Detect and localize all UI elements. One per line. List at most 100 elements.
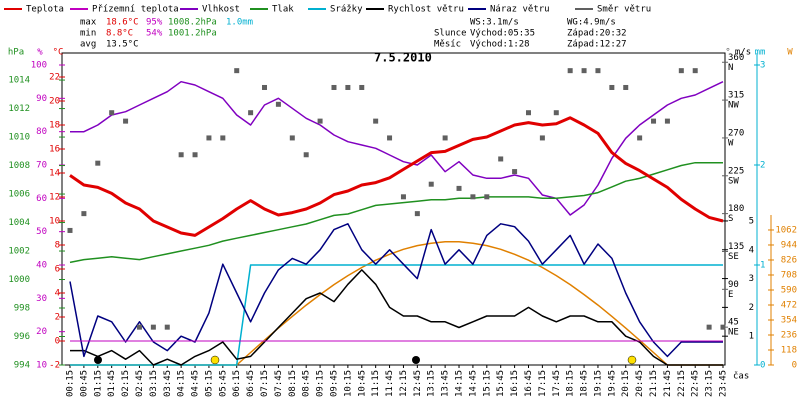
legend-label: Směr větru	[597, 5, 651, 15]
y-tick-label: NE	[728, 328, 739, 338]
direction-point	[595, 68, 601, 74]
direction-point	[67, 227, 73, 233]
y-tick-label: 180	[728, 204, 744, 214]
x-tick-label: 17:15	[538, 370, 548, 397]
y-tick-label: 8	[55, 241, 60, 251]
y-tick-label: 1062	[775, 225, 797, 235]
chart-title: 7.5.2010	[374, 51, 432, 65]
y-tick-label: 0	[792, 361, 797, 371]
x-tick-label: 14:45	[468, 370, 478, 397]
info: WS:3.1m/s	[470, 18, 519, 28]
y-tick-label: N	[728, 63, 733, 73]
info: Východ:1:28	[470, 40, 530, 50]
y-tick-label: 1	[760, 261, 765, 271]
x-tick-label: 19:45	[607, 370, 617, 397]
x-tick-label: 01:15	[93, 370, 103, 397]
y-tick-label: 18	[49, 121, 60, 131]
x-tick-label: 00:15	[66, 370, 76, 397]
direction-point	[539, 135, 545, 141]
y-tick-label: 1000	[8, 275, 30, 285]
y-tick-label: SW	[728, 176, 739, 186]
y-tick-label: 10	[49, 217, 60, 227]
y-tick-label: 994	[14, 361, 30, 371]
direction-point	[651, 118, 657, 124]
direction-point	[720, 324, 726, 330]
x-tick-label: 11:45	[385, 370, 395, 397]
sunset-marker	[627, 355, 637, 365]
x-tick-label: 05:45	[218, 370, 228, 397]
y-tick-label: 0	[55, 337, 60, 347]
direction-point	[275, 101, 281, 107]
direction-point	[581, 68, 587, 74]
y-tick-label: 10	[36, 361, 47, 371]
y-tick-label: 360	[728, 53, 744, 63]
y-tick-label: E	[728, 290, 733, 300]
stat: 1.0mm	[226, 18, 253, 28]
direction-point	[456, 185, 462, 191]
y-tick-label: 998	[14, 304, 30, 314]
info: Východ:05:35	[470, 29, 535, 39]
x-tick-label: 10:15	[343, 370, 353, 397]
y-tick-label: 5	[749, 216, 754, 226]
x-tick-label: 18:45	[580, 370, 590, 397]
stat-label: min	[80, 29, 96, 39]
y-tick-label: 6	[55, 265, 60, 275]
axis-unit: %	[37, 48, 43, 58]
direction-point	[206, 135, 212, 141]
x-tick-label: 22:15	[677, 370, 687, 397]
direction-point	[220, 135, 226, 141]
series-line	[69, 161, 723, 264]
direction-point	[470, 194, 476, 200]
legend-label: Srážky	[330, 5, 363, 15]
x-tick-label: 01:45	[107, 370, 117, 397]
moonset-marker	[412, 356, 420, 364]
y-tick-label: 80	[36, 127, 47, 137]
y-tick-label: 225	[728, 166, 744, 176]
legend-label: Tlak	[272, 5, 294, 15]
legend-label: Náraz větru	[490, 5, 550, 15]
y-tick-label: 1004	[8, 218, 30, 228]
x-tick-label: 13:15	[427, 370, 437, 397]
x-tick-label: 00:45	[79, 370, 89, 397]
y-tick-label: 100	[31, 61, 47, 71]
y-tick-label: 20	[49, 97, 60, 107]
y-tick-label: 354	[781, 315, 797, 325]
direction-point	[400, 194, 406, 200]
direction-point	[637, 135, 643, 141]
y-tick-label: 1014	[8, 76, 30, 86]
y-tick-label: 270	[728, 128, 744, 138]
y-tick-label: NW	[728, 101, 739, 111]
direction-point	[442, 135, 448, 141]
direction-point	[262, 84, 268, 90]
direction-point	[164, 324, 170, 330]
x-tick-label: 07:15	[260, 370, 270, 397]
legend-label: Rychlost větru	[388, 5, 464, 15]
direction-point	[136, 324, 142, 330]
y-tick-label: 50	[36, 227, 47, 237]
info: Měsíc	[434, 40, 461, 50]
direction-point	[150, 324, 156, 330]
stat: 54%	[146, 29, 163, 39]
y-tick-label: 20	[36, 327, 47, 337]
x-tick-label: 14:15	[455, 370, 465, 397]
x-tick-label: 04:15	[177, 370, 187, 397]
x-tick-label: 15:15	[482, 370, 492, 397]
series-line	[69, 116, 724, 237]
x-tick-label: 19:15	[593, 370, 603, 397]
direction-point	[123, 118, 129, 124]
y-tick-label: 4	[749, 245, 754, 255]
y-tick-label: 2	[55, 313, 60, 323]
direction-point	[484, 194, 490, 200]
series-line	[70, 269, 723, 366]
x-tick-label: 08:45	[302, 370, 312, 397]
y-tick-label: 315	[728, 91, 744, 101]
moonrise-marker	[94, 356, 102, 364]
y-tick-label: 590	[781, 285, 797, 295]
y-tick-label: 0	[760, 361, 765, 371]
axis-unit: m/s	[735, 48, 751, 58]
x-tick-label: 23:15	[705, 370, 715, 397]
x-tick-label: 17:45	[552, 370, 562, 397]
y-tick-label: 944	[781, 240, 797, 250]
x-tick-label: 12:15	[399, 370, 409, 397]
info: Západ:12:27	[567, 40, 627, 50]
